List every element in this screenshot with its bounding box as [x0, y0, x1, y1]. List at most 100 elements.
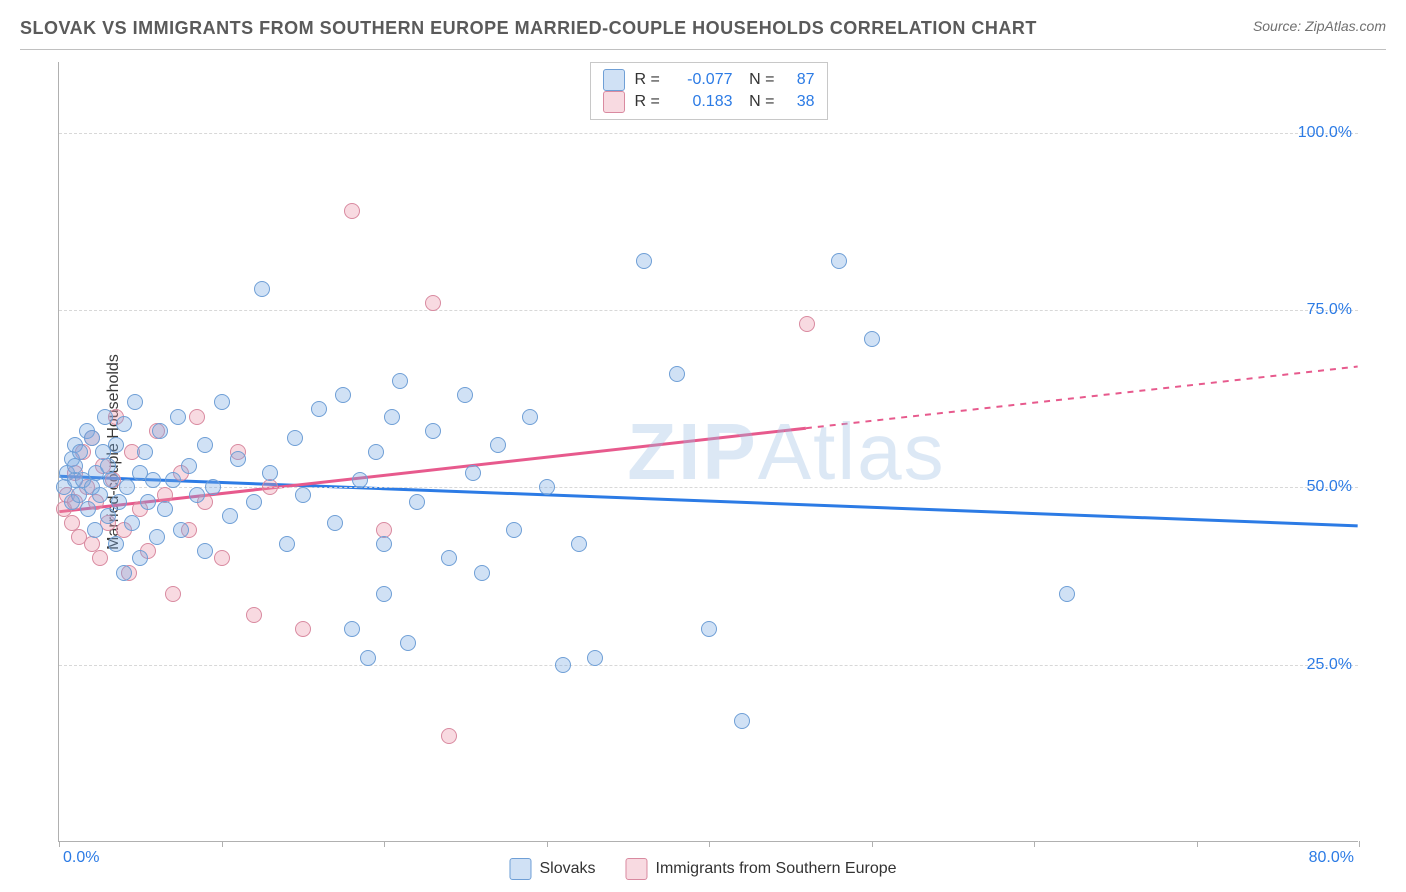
swatch-immigrants	[626, 858, 648, 880]
y-tick-label: 25.0%	[1307, 656, 1352, 674]
data-point-slovaks	[103, 472, 119, 488]
x-tick	[1197, 841, 1198, 847]
data-point-immigrants	[189, 409, 205, 425]
data-point-slovaks	[474, 565, 490, 581]
data-point-slovaks	[457, 387, 473, 403]
data-point-slovaks	[295, 487, 311, 503]
data-point-immigrants	[214, 550, 230, 566]
gridline	[59, 487, 1358, 488]
data-point-slovaks	[287, 430, 303, 446]
data-point-slovaks	[539, 479, 555, 495]
data-point-slovaks	[636, 253, 652, 269]
data-point-slovaks	[1059, 586, 1075, 602]
data-point-slovaks	[214, 394, 230, 410]
legend-item-immigrants: Immigrants from Southern Europe	[626, 858, 897, 880]
data-point-slovaks	[409, 494, 425, 510]
r-value-immigrants: 0.183	[673, 93, 733, 111]
data-point-immigrants	[441, 728, 457, 744]
data-point-slovaks	[92, 487, 108, 503]
data-point-slovaks	[170, 409, 186, 425]
data-point-immigrants	[295, 621, 311, 637]
data-point-slovaks	[230, 451, 246, 467]
data-point-slovaks	[465, 465, 481, 481]
x-tick-label-min: 0.0%	[63, 849, 99, 867]
swatch-immigrants	[603, 91, 625, 113]
data-point-slovaks	[368, 444, 384, 460]
n-value-immigrants: 38	[785, 93, 815, 111]
data-point-immigrants	[799, 316, 815, 332]
gridline	[59, 665, 1358, 666]
data-point-slovaks	[734, 713, 750, 729]
data-point-slovaks	[555, 657, 571, 673]
data-point-slovaks	[587, 650, 603, 666]
data-point-slovaks	[181, 458, 197, 474]
data-point-immigrants	[246, 607, 262, 623]
data-point-slovaks	[127, 394, 143, 410]
data-point-immigrants	[165, 586, 181, 602]
data-point-immigrants	[262, 479, 278, 495]
data-point-immigrants	[344, 203, 360, 219]
data-point-slovaks	[197, 543, 213, 559]
plot-area: Married-couple Households ZIPAtlas R = -…	[50, 62, 1370, 842]
data-point-slovaks	[197, 437, 213, 453]
watermark: ZIPAtlas	[627, 406, 945, 498]
data-point-slovaks	[137, 444, 153, 460]
data-point-slovaks	[80, 501, 96, 517]
data-point-slovaks	[149, 529, 165, 545]
regression-lines	[59, 62, 1358, 841]
data-point-slovaks	[145, 472, 161, 488]
data-point-slovaks	[831, 253, 847, 269]
data-point-slovaks	[116, 565, 132, 581]
data-point-slovaks	[522, 409, 538, 425]
data-point-slovaks	[376, 536, 392, 552]
data-point-slovaks	[165, 472, 181, 488]
data-point-slovaks	[152, 423, 168, 439]
data-point-slovaks	[140, 494, 156, 510]
data-point-slovaks	[205, 479, 221, 495]
data-point-slovaks	[124, 515, 140, 531]
chart-title: SLOVAK VS IMMIGRANTS FROM SOUTHERN EUROP…	[20, 18, 1037, 38]
swatch-slovaks	[603, 69, 625, 91]
x-tick	[59, 841, 60, 847]
data-point-immigrants	[92, 550, 108, 566]
data-point-slovaks	[400, 635, 416, 651]
data-point-slovaks	[392, 373, 408, 389]
data-point-slovaks	[279, 536, 295, 552]
gridline	[59, 310, 1358, 311]
data-point-slovaks	[441, 550, 457, 566]
data-point-slovaks	[376, 586, 392, 602]
data-point-slovaks	[100, 508, 116, 524]
data-point-slovaks	[701, 621, 717, 637]
source-attribution: Source: ZipAtlas.com	[1253, 18, 1386, 34]
data-point-slovaks	[87, 522, 103, 538]
x-tick-label-max: 80.0%	[1309, 849, 1354, 867]
y-tick-label: 50.0%	[1307, 478, 1352, 496]
data-point-slovaks	[189, 487, 205, 503]
data-point-slovaks	[425, 423, 441, 439]
data-point-slovaks	[864, 331, 880, 347]
data-point-slovaks	[254, 281, 270, 297]
correlation-legend: R = -0.077 N = 87 R = 0.183 N = 38	[590, 62, 828, 120]
legend-row-slovaks: R = -0.077 N = 87	[603, 69, 815, 91]
x-tick	[384, 841, 385, 847]
scatter-chart: ZIPAtlas R = -0.077 N = 87 R = 0.183 N =…	[58, 62, 1358, 842]
data-point-slovaks	[327, 515, 343, 531]
data-point-slovaks	[108, 437, 124, 453]
x-tick	[1034, 841, 1035, 847]
data-point-slovaks	[311, 401, 327, 417]
series-legend: Slovaks Immigrants from Southern Europe	[509, 858, 896, 880]
r-value-slovaks: -0.077	[673, 71, 733, 89]
data-point-slovaks	[173, 522, 189, 538]
gridline	[59, 133, 1358, 134]
data-point-immigrants	[425, 295, 441, 311]
data-point-slovaks	[669, 366, 685, 382]
data-point-slovaks	[132, 550, 148, 566]
data-point-slovaks	[116, 416, 132, 432]
data-point-slovaks	[157, 501, 173, 517]
data-point-slovaks	[490, 437, 506, 453]
x-tick	[872, 841, 873, 847]
data-point-slovaks	[111, 494, 127, 510]
x-tick	[547, 841, 548, 847]
data-point-slovaks	[246, 494, 262, 510]
legend-item-slovaks: Slovaks	[509, 858, 595, 880]
